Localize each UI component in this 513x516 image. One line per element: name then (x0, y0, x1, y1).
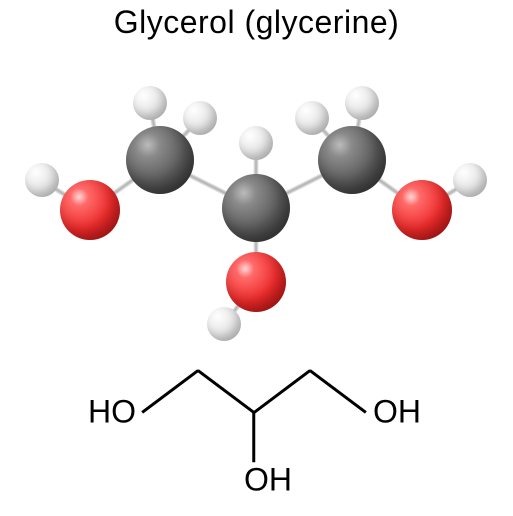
hydrogen-atom (295, 101, 329, 135)
oxygen-atom (392, 180, 452, 240)
oxygen-atom (60, 180, 120, 240)
hydrogen-atom (453, 163, 487, 197)
formula-label: HO (88, 394, 136, 431)
carbon-atom (318, 126, 386, 194)
formula-bond (141, 369, 199, 413)
hydrogen-atom (207, 307, 241, 341)
carbon-atom (126, 126, 194, 194)
molecule-3d-model (0, 60, 513, 340)
oxygen-atom (226, 252, 286, 312)
hydrogen-atom (183, 101, 217, 135)
hydrogen-atom (25, 163, 59, 197)
formula-bond (197, 369, 255, 413)
carbon-atom (222, 174, 290, 242)
hydrogen-atom (239, 126, 273, 160)
hydrogen-atom (345, 86, 379, 120)
formula-bond (253, 369, 311, 413)
structural-formula: HO OH OH (0, 350, 513, 510)
formula-label: OH (373, 394, 421, 431)
formula-label: OH (244, 462, 292, 499)
page-title: Glycerol (glycerine) (0, 4, 513, 41)
formula-bond (253, 412, 256, 462)
hydrogen-atom (133, 86, 167, 120)
formula-bond (309, 369, 367, 413)
